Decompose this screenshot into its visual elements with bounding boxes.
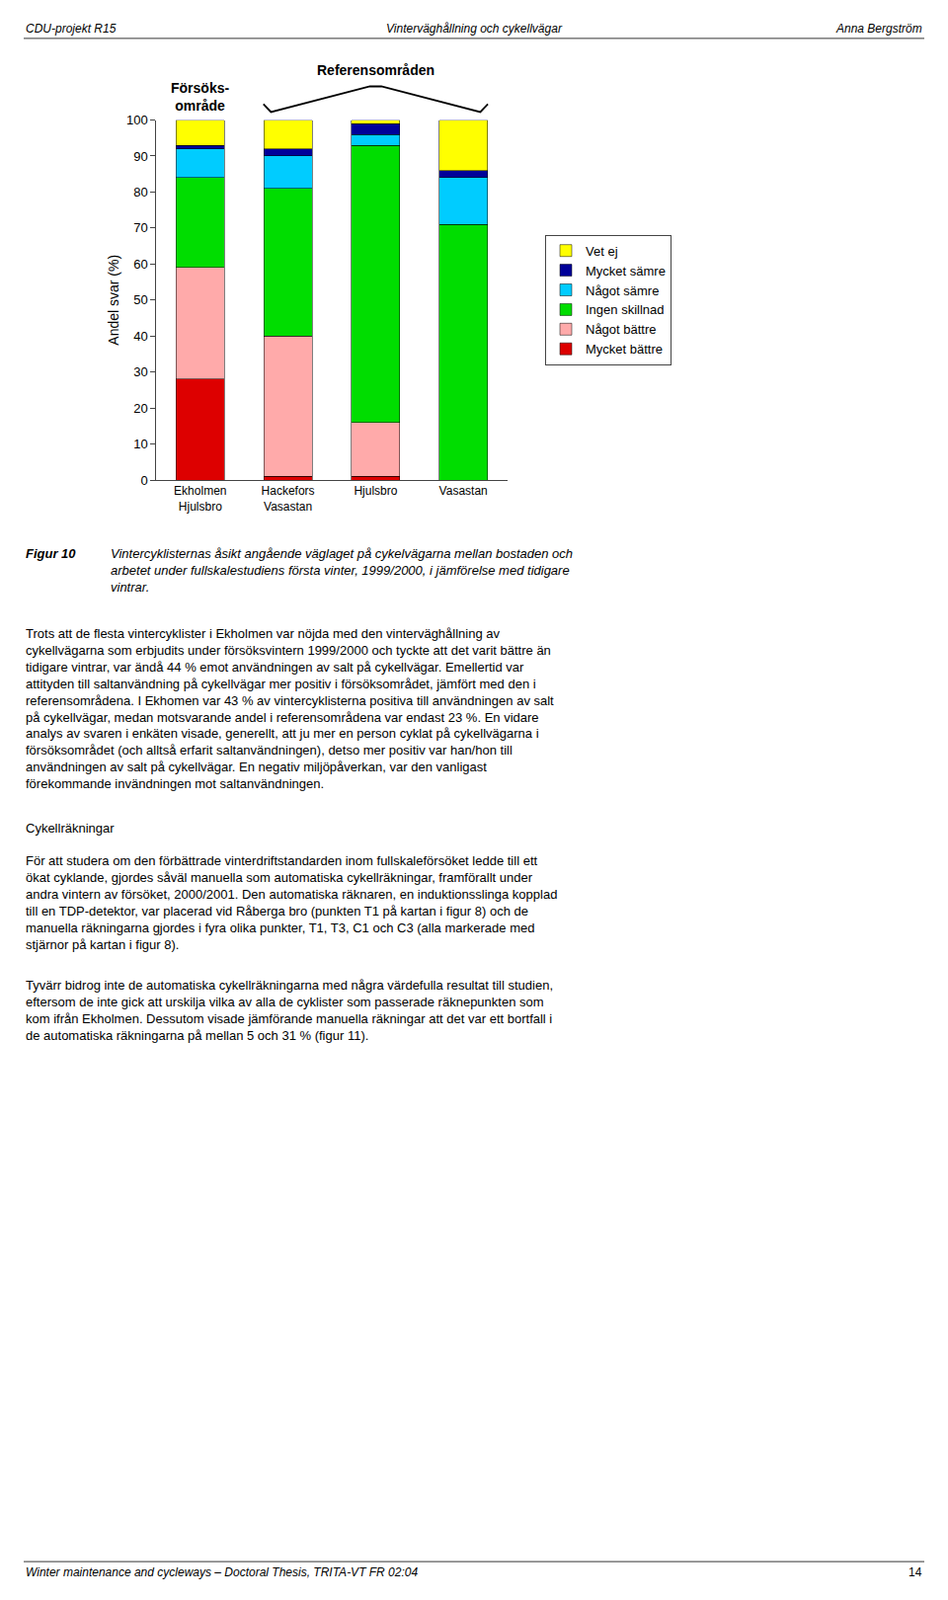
svg-text:Winter maintenance and cyclewa: Winter maintenance and cycleways – Docto… bbox=[25, 1565, 418, 1580]
svg-text:Vintercyklisternas åsikt angåe: Vintercyklisternas åsikt angående väglag… bbox=[110, 546, 573, 595]
svg-text:Anna Bergström: Anna Bergström bbox=[835, 21, 923, 36]
svg-text:0: 0 bbox=[141, 473, 149, 488]
svg-text:80: 80 bbox=[133, 184, 148, 200]
svg-text:Ingen skillnad: Ingen skillnad bbox=[585, 302, 665, 317]
svg-text:100: 100 bbox=[126, 112, 149, 128]
svg-text:EkholmenHjulsbro: EkholmenHjulsbro bbox=[173, 483, 227, 514]
svg-text:Figur 10: Figur 10 bbox=[25, 546, 77, 561]
svg-text:70: 70 bbox=[133, 220, 148, 236]
svg-text:Vet ej: Vet ej bbox=[585, 243, 619, 259]
svg-text:90: 90 bbox=[133, 149, 148, 164]
svg-text:Något bättre: Något bättre bbox=[585, 321, 657, 337]
svg-text:Försöks-område: Försöks-område bbox=[170, 79, 230, 114]
svg-text:Hjulsbro: Hjulsbro bbox=[353, 483, 397, 498]
svg-text:Mycket bättre: Mycket bättre bbox=[585, 341, 663, 357]
svg-text:Tyvärr bidrog inte de automati: Tyvärr bidrog inte de automatiska cykell… bbox=[25, 977, 553, 1043]
svg-text:HackeforsVasastan: HackeforsVasastan bbox=[261, 483, 316, 514]
svg-text:10: 10 bbox=[133, 436, 148, 452]
svg-text:50: 50 bbox=[133, 292, 148, 308]
svg-text:40: 40 bbox=[133, 328, 148, 344]
svg-text:30: 30 bbox=[133, 364, 148, 380]
svg-text:För att studera om den förbätt: För att studera om den förbättrade vinte… bbox=[25, 853, 557, 952]
svg-text:Något sämre: Något sämre bbox=[585, 283, 659, 299]
svg-text:60: 60 bbox=[133, 256, 148, 272]
svg-text:Vasastan: Vasastan bbox=[439, 483, 488, 498]
svg-text:Andel svar (%): Andel svar (%) bbox=[105, 254, 122, 346]
svg-text:20: 20 bbox=[133, 400, 148, 416]
svg-text:Trots att de flesta vintercykl: Trots att de flesta vintercyklister i Ek… bbox=[25, 626, 554, 791]
svg-text:Vinterväghållning och cykellvä: Vinterväghållning och cykellvägar bbox=[386, 21, 563, 36]
svg-text:Cykellräkningar: Cykellräkningar bbox=[25, 820, 115, 836]
svg-text:Mycket sämre: Mycket sämre bbox=[585, 263, 666, 279]
svg-text:14: 14 bbox=[908, 1565, 923, 1580]
svg-text:CDU-projekt R15: CDU-projekt R15 bbox=[25, 21, 117, 36]
svg-text:Referensområden: Referensområden bbox=[316, 62, 435, 79]
